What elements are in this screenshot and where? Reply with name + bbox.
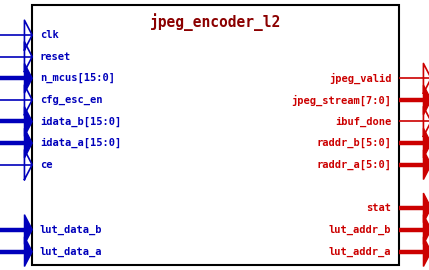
Text: reset: reset — [40, 52, 71, 62]
Text: lut_addr_b: lut_addr_b — [329, 224, 391, 235]
Polygon shape — [423, 237, 429, 266]
Polygon shape — [24, 215, 32, 244]
Text: raddr_a[5:0]: raddr_a[5:0] — [316, 160, 391, 170]
Text: cfg_esc_en: cfg_esc_en — [40, 95, 103, 105]
Polygon shape — [24, 237, 32, 266]
Polygon shape — [423, 215, 429, 244]
Text: lut_addr_a: lut_addr_a — [329, 247, 391, 257]
Polygon shape — [24, 128, 32, 158]
Text: jpeg_valid: jpeg_valid — [329, 73, 391, 84]
Text: jpeg_stream[7:0]: jpeg_stream[7:0] — [291, 94, 391, 106]
Text: lut_data_b: lut_data_b — [40, 224, 103, 235]
Polygon shape — [423, 128, 429, 158]
Text: clk: clk — [40, 30, 59, 40]
Text: ce: ce — [40, 160, 52, 170]
Text: stat: stat — [366, 203, 391, 213]
Text: idata_a[15:0]: idata_a[15:0] — [40, 138, 121, 148]
Text: raddr_b[5:0]: raddr_b[5:0] — [316, 138, 391, 148]
Text: ibuf_done: ibuf_done — [335, 116, 391, 127]
Text: lut_data_a: lut_data_a — [40, 247, 103, 257]
Polygon shape — [423, 150, 429, 180]
Bar — [32, 5, 399, 265]
Polygon shape — [24, 107, 32, 136]
Polygon shape — [423, 85, 429, 115]
Text: n_mcus[15:0]: n_mcus[15:0] — [40, 73, 115, 83]
Text: idata_b[15:0]: idata_b[15:0] — [40, 116, 121, 127]
Text: jpeg_encoder_l2: jpeg_encoder_l2 — [150, 13, 281, 31]
Polygon shape — [24, 63, 32, 93]
Polygon shape — [423, 193, 429, 223]
